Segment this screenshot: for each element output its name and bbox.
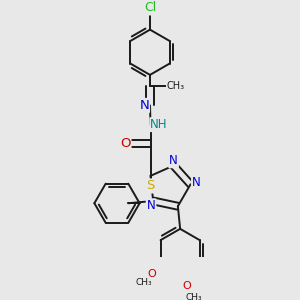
Text: O: O xyxy=(147,269,156,279)
Text: N: N xyxy=(169,154,178,167)
Text: NH: NH xyxy=(150,118,168,131)
Text: CH₃: CH₃ xyxy=(186,293,202,300)
Text: CH₃: CH₃ xyxy=(167,81,185,91)
Text: S: S xyxy=(146,179,155,193)
Text: Cl: Cl xyxy=(144,2,156,14)
Text: N: N xyxy=(147,199,155,212)
Text: O: O xyxy=(120,137,130,150)
Text: N: N xyxy=(139,99,149,112)
Text: N: N xyxy=(192,176,201,189)
Text: O: O xyxy=(183,281,191,291)
Text: CH₃: CH₃ xyxy=(136,278,152,287)
